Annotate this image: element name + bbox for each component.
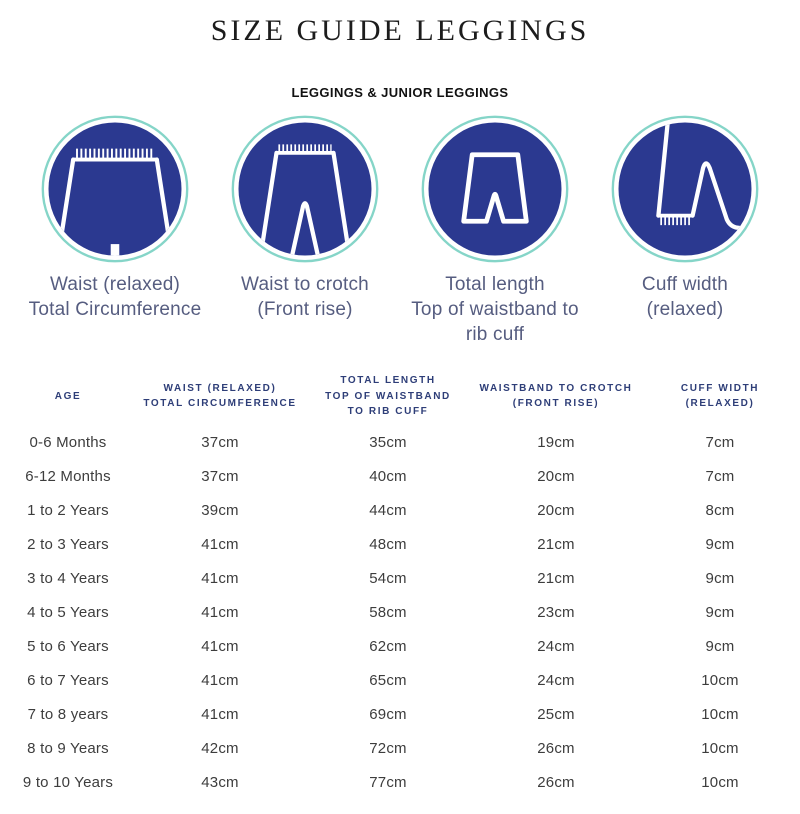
size-table-body: 0-6 Months 37cm 35cm 19cm 7cm 6-12 Month…: [0, 426, 800, 800]
header-cuff: CUFF WIDTH (RELAXED): [680, 382, 760, 410]
page-subtitle: LEGGINGS & JUNIOR LEGGINGS: [291, 85, 509, 100]
diagram-item-total-length: Total length Top of waistband to rib cuf…: [400, 113, 590, 347]
cuff-cell: 9cm: [705, 569, 735, 587]
size-table-header-row: AGE WAIST (RELAXED) TOTAL CIRCUMFERENCE …: [0, 371, 800, 426]
waist-cell: 43cm: [201, 773, 239, 791]
waist-cell: 41cm: [201, 705, 239, 723]
waist-cell: 41cm: [201, 637, 239, 655]
rise-cell: 25cm: [537, 705, 575, 723]
waist-cell: 39cm: [201, 501, 239, 519]
table-row: 7 to 8 years 41cm 69cm 25cm 10cm: [0, 698, 800, 732]
waistband-icon: [41, 115, 189, 263]
table-row: 4 to 5 Years 41cm 58cm 23cm 9cm: [0, 596, 800, 630]
rise-cell: 26cm: [537, 739, 575, 757]
measurement-diagram: Waist (relaxed) Total Circumference Wais…: [0, 113, 800, 347]
length-cell: 62cm: [369, 637, 407, 655]
cuff-cell: 9cm: [705, 603, 735, 621]
waist-cell: 37cm: [201, 433, 239, 451]
total-length-icon: [421, 115, 569, 263]
rise-cell: 23cm: [537, 603, 575, 621]
waist-cell: 37cm: [201, 467, 239, 485]
length-cell: 69cm: [369, 705, 407, 723]
waist-cell: 42cm: [201, 739, 239, 757]
length-cell: 58cm: [369, 603, 407, 621]
waist-cell: 41cm: [201, 603, 239, 621]
diagram-label: Total length Top of waistband to rib cuf…: [411, 274, 579, 346]
cuff-width-icon: [611, 115, 759, 263]
length-cell: 65cm: [369, 671, 407, 689]
cuff-cell: 7cm: [705, 467, 735, 485]
age-cell: 5 to 6 Years: [27, 637, 109, 655]
diagram-item-front-rise: Waist to crotch (Front rise): [210, 113, 400, 322]
rise-cell: 20cm: [537, 467, 575, 485]
age-cell: 9 to 10 Years: [22, 773, 114, 791]
front-rise-icon: [231, 115, 379, 263]
diagram-label: Waist to crotch (Front rise): [241, 274, 369, 321]
age-cell: 3 to 4 Years: [27, 569, 109, 587]
diagram-item-waist: Waist (relaxed) Total Circumference: [20, 113, 210, 322]
cuff-cell: 9cm: [705, 637, 735, 655]
cuff-cell: 10cm: [701, 773, 739, 791]
table-row: 9 to 10 Years 43cm 77cm 26cm 10cm: [0, 766, 800, 800]
length-cell: 35cm: [369, 433, 407, 451]
rise-cell: 21cm: [537, 569, 575, 587]
table-row: 6-12 Months 37cm 40cm 20cm 7cm: [0, 460, 800, 494]
table-row: 3 to 4 Years 41cm 54cm 21cm 9cm: [0, 562, 800, 596]
age-cell: 8 to 9 Years: [27, 739, 109, 757]
length-cell: 72cm: [369, 739, 407, 757]
header-waist: WAIST (RELAXED) TOTAL CIRCUMFERENCE: [143, 382, 297, 410]
age-cell: 7 to 8 years: [27, 705, 109, 723]
rise-cell: 19cm: [537, 433, 575, 451]
size-table: AGE WAIST (RELAXED) TOTAL CIRCUMFERENCE …: [0, 371, 800, 800]
age-cell: 6-12 Months: [25, 467, 111, 485]
header-age: AGE: [54, 390, 82, 402]
age-cell: 0-6 Months: [29, 433, 107, 451]
table-row: 2 to 3 Years 41cm 48cm 21cm 9cm: [0, 528, 800, 562]
length-cell: 44cm: [369, 501, 407, 519]
table-row: 1 to 2 Years 39cm 44cm 20cm 8cm: [0, 494, 800, 528]
diagram-item-cuff-width: Cuff width (relaxed): [590, 113, 780, 322]
rise-cell: 20cm: [537, 501, 575, 519]
length-cell: 54cm: [369, 569, 407, 587]
table-row: 5 to 6 Years 41cm 62cm 24cm 9cm: [0, 630, 800, 664]
diagram-label: Waist (relaxed) Total Circumference: [28, 274, 202, 321]
rise-cell: 24cm: [537, 637, 575, 655]
cuff-cell: 10cm: [701, 705, 739, 723]
age-cell: 4 to 5 Years: [27, 603, 109, 621]
table-row: 0-6 Months 37cm 35cm 19cm 7cm: [0, 426, 800, 460]
length-cell: 77cm: [369, 773, 407, 791]
rise-cell: 24cm: [537, 671, 575, 689]
length-cell: 48cm: [369, 535, 407, 553]
rise-cell: 26cm: [537, 773, 575, 791]
cuff-cell: 10cm: [701, 739, 739, 757]
header-length: TOTAL LENGTH TOP OF WAISTBAND TO RIB CUF…: [325, 375, 451, 418]
diagram-label: Cuff width (relaxed): [641, 274, 729, 321]
cuff-cell: 10cm: [701, 671, 739, 689]
size-table-section: AGE WAIST (RELAXED) TOTAL CIRCUMFERENCE …: [0, 371, 800, 800]
header-rise: WAISTBAND TO CROTCH (FRONT RISE): [479, 382, 633, 410]
table-row: 8 to 9 Years 42cm 72cm 26cm 10cm: [0, 732, 800, 766]
waist-cell: 41cm: [201, 535, 239, 553]
age-cell: 6 to 7 Years: [27, 671, 109, 689]
rise-cell: 21cm: [537, 535, 575, 553]
length-cell: 40cm: [369, 467, 407, 485]
cuff-cell: 7cm: [705, 433, 735, 451]
waist-cell: 41cm: [201, 671, 239, 689]
table-row: 6 to 7 Years 41cm 65cm 24cm 10cm: [0, 664, 800, 698]
page-title: SIZE GUIDE LEGGINGS: [210, 14, 590, 47]
age-cell: 1 to 2 Years: [27, 501, 109, 519]
cuff-cell: 9cm: [705, 535, 735, 553]
waist-cell: 41cm: [201, 569, 239, 587]
cuff-cell: 8cm: [705, 501, 735, 519]
age-cell: 2 to 3 Years: [27, 535, 109, 553]
